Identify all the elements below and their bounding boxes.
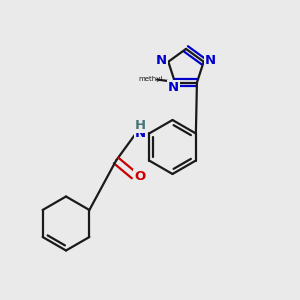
Text: O: O bbox=[134, 170, 145, 184]
Text: N: N bbox=[168, 81, 179, 94]
Text: methyl: methyl bbox=[138, 76, 163, 82]
Text: N: N bbox=[135, 127, 146, 140]
Text: H: H bbox=[135, 118, 146, 132]
Text: N: N bbox=[205, 54, 216, 67]
Text: N: N bbox=[156, 54, 167, 67]
